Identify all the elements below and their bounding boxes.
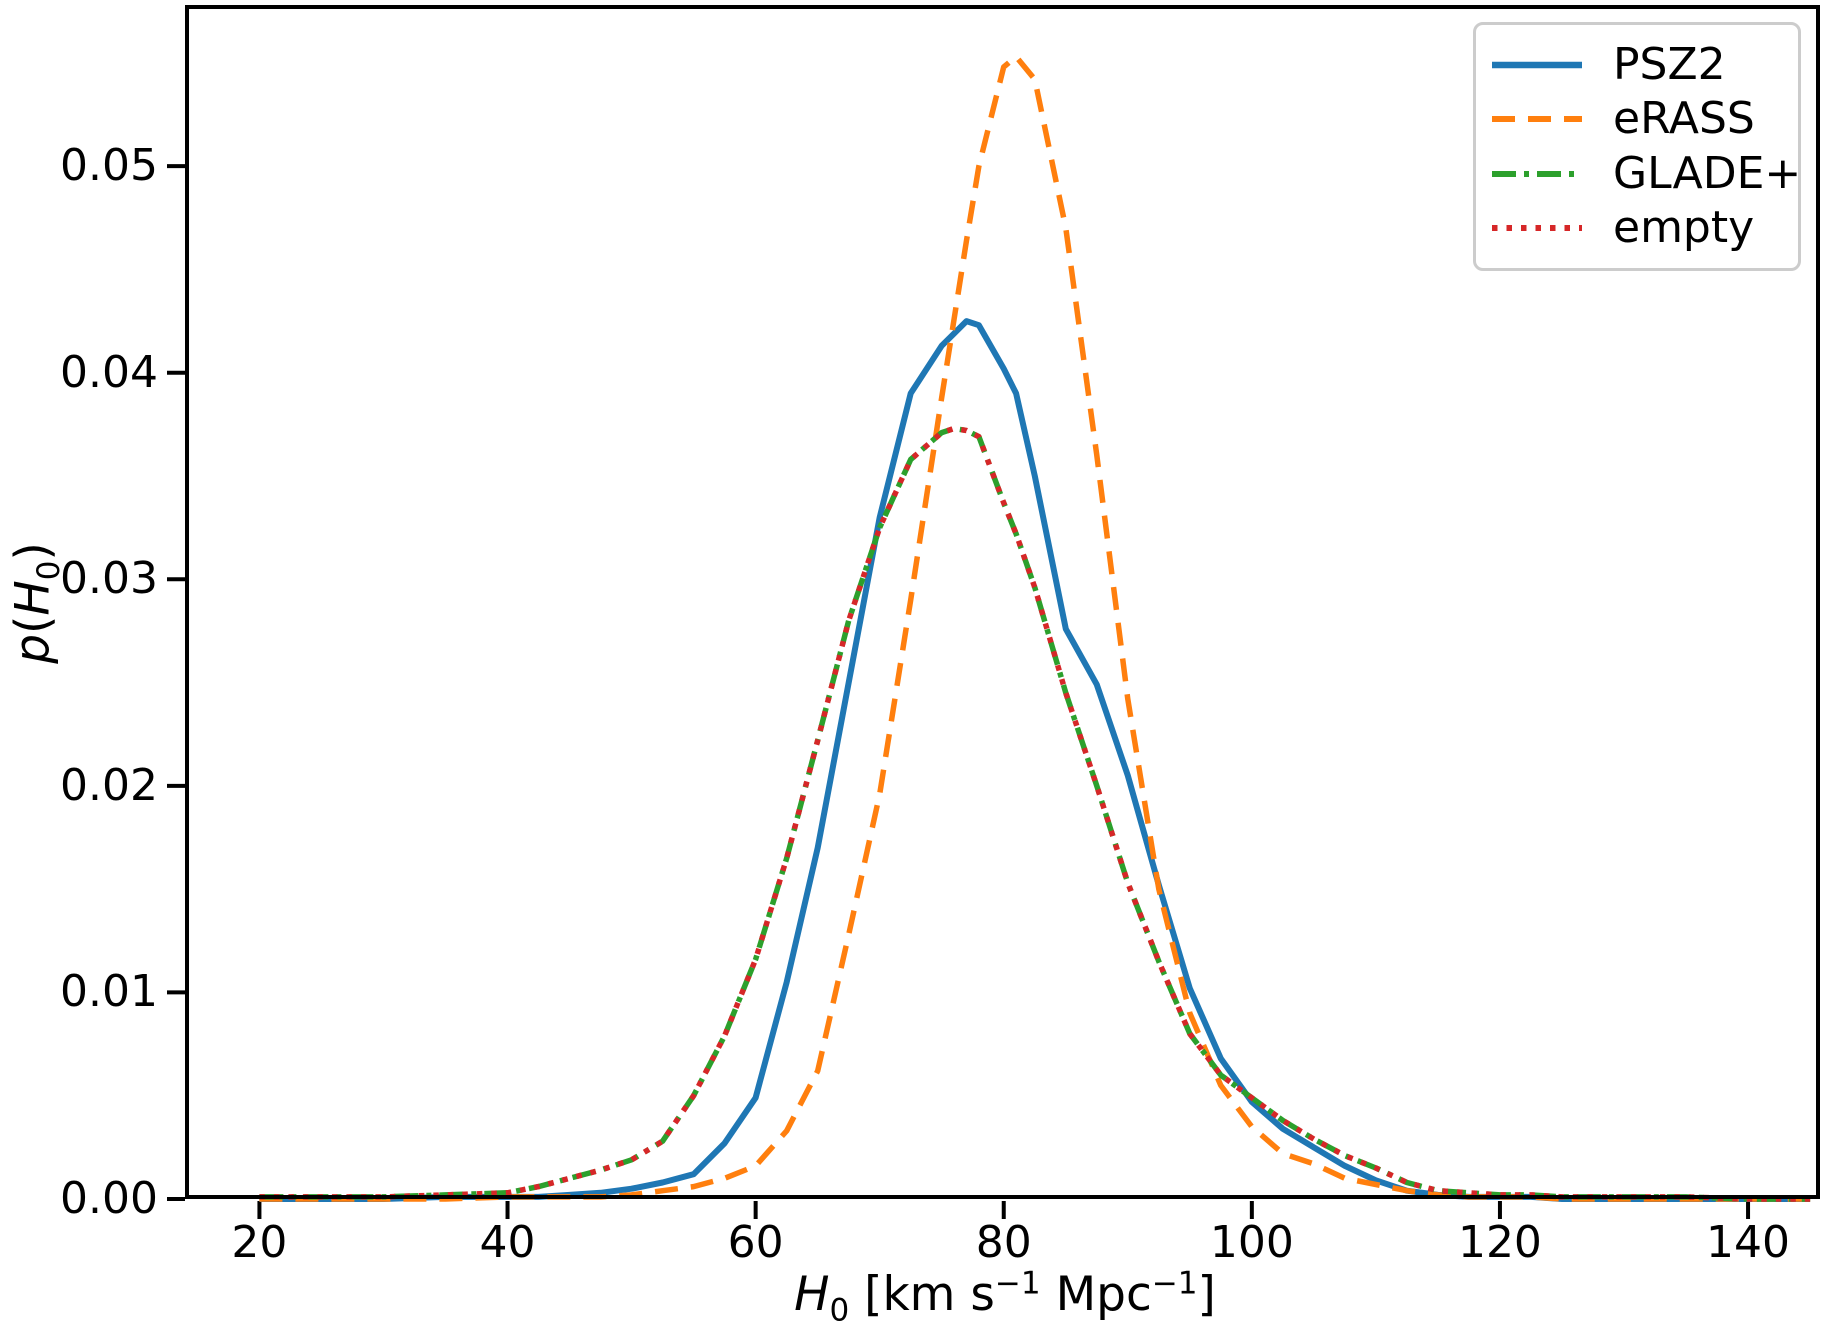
legend-sample-line [1492,170,1582,177]
y-tick-label-0.02: 0.02 [60,759,158,811]
legend-sample-line [1492,61,1582,69]
y-tick-label-0.05: 0.05 [60,140,158,192]
legend: PSZ2 eRASS GLADE+ empty [1473,22,1801,271]
legend-item-glade: GLADE+ [1491,151,1801,196]
legend-label: PSZ2 [1613,39,1726,90]
axes-box-spines [185,5,1820,1199]
x-tick-label-100: 100 [1209,1217,1294,1268]
series-empty-curve [259,425,1811,1202]
x-tick-label-40: 40 [479,1217,536,1268]
legend-label: GLADE+ [1613,147,1802,199]
legend-sample-line [1492,116,1582,123]
x-tick-label-80: 80 [975,1217,1032,1268]
x-tick-label-140: 140 [1706,1217,1791,1268]
series-glade-curve [259,425,1811,1202]
legend-sample-line [1492,224,1582,231]
legend-item-psz2: PSZ2 [1491,43,1782,87]
x-tick-label-120: 120 [1457,1217,1542,1268]
legend-label: eRASS [1613,93,1755,145]
x-tick-label-60: 60 [727,1217,784,1268]
y-axis-label: p(H0) [5,542,67,664]
x-axis-label: H0 [km s−1 Mpc−1] [794,1265,1216,1329]
series-psz2-curve [259,318,1811,1202]
y-tick-label-0.03: 0.03 [60,553,158,605]
y-tick-label-0.00: 0.00 [60,1173,158,1224]
legend-item-erass: eRASS [1491,97,1782,141]
y-tick-label-0.04: 0.04 [60,346,158,398]
legend-label: empty [1613,201,1755,253]
axis-tick-marks [167,164,1751,1219]
x-tick-label-20: 20 [231,1217,288,1268]
legend-item-empty: empty [1491,201,1782,253]
y-tick-label-0.01: 0.01 [60,966,158,1018]
